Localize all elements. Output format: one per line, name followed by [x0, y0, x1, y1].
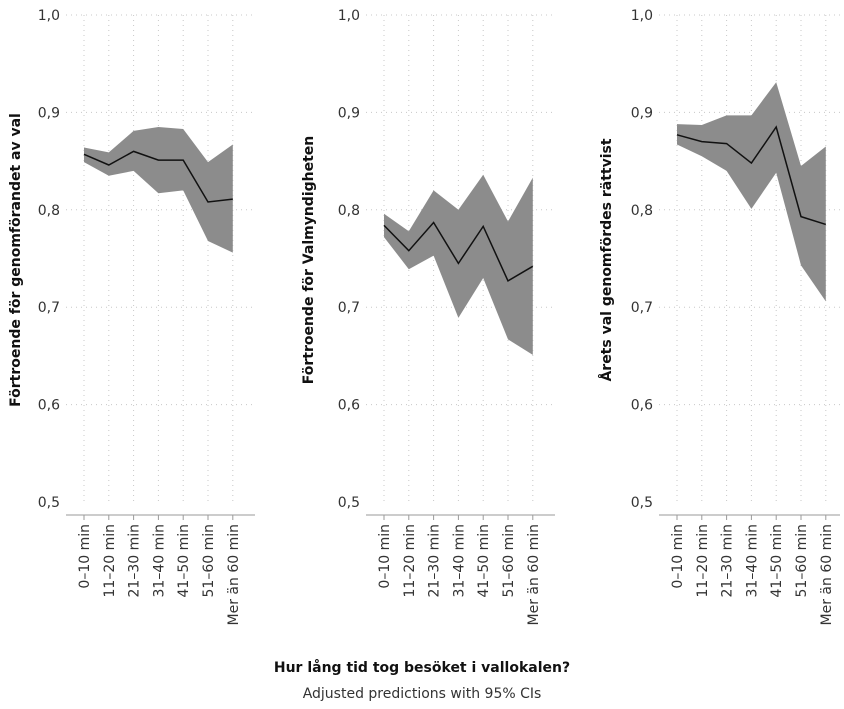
- x-axis-title: Hur lång tid tog besöket i vallokalen?: [273, 660, 571, 676]
- y-tick-label: 0,7: [631, 300, 653, 316]
- y-axis-label: Förtroende för genomförandet av val: [8, 113, 24, 407]
- x-tick-label: 51–60 min: [201, 524, 217, 597]
- y-tick-label: 1,0: [631, 8, 653, 24]
- x-tick-label: 21–30 min: [127, 524, 143, 597]
- x-tick-label: 11–20 min: [102, 524, 118, 597]
- x-tick-label: 31–40 min: [744, 524, 760, 597]
- y-tick-label: 1,0: [338, 8, 360, 24]
- y-axis-label: Årets val genomfördes rättvist: [598, 138, 615, 381]
- y-tick-label: 0,9: [338, 105, 360, 121]
- y-tick-label: 0,6: [38, 398, 60, 414]
- y-axis-label: Förtroende för Valmyndigheten: [301, 136, 317, 385]
- y-tick-label: 0,5: [38, 495, 60, 511]
- chart-panel-1: 0,5 0,6 0,7 0,8 0,9 1,0 0–10 min 11–20 min 21–30…: [8, 8, 255, 625]
- x-tick-label: 31–40 min: [451, 524, 467, 597]
- x-tick-label: 21–30 min: [427, 524, 443, 597]
- y-tick-label: 0,8: [631, 203, 653, 219]
- y-tick-label: 0,5: [338, 495, 360, 511]
- x-tick-label: 41–50 min: [769, 524, 785, 597]
- prediction-line: [676, 125, 827, 226]
- x-tick-label: 11–20 min: [695, 524, 711, 597]
- x-tick-label: Mer än 60 min: [526, 524, 542, 625]
- y-tick-label: 0,6: [631, 398, 653, 414]
- chart-panel-3: 0,5 0,6 0,7 0,8 0,9 1,0 0–10 min 11–20 min 21–30…: [598, 8, 840, 625]
- y-tick-label: 0,9: [38, 105, 60, 121]
- x-tick-label: 41–50 min: [476, 524, 492, 597]
- x-tick-label: 41–50 min: [176, 524, 192, 597]
- y-tick-label: 0,6: [338, 398, 360, 414]
- y-tick-label: 0,8: [38, 203, 60, 219]
- chart-subtitle: Adjusted predictions with 95% CIs: [302, 686, 542, 702]
- prediction-line: [383, 221, 534, 282]
- x-tick-label: 0–10 min: [77, 524, 93, 589]
- y-tick-label: 0,8: [338, 203, 360, 219]
- y-tick-label: 0,9: [631, 105, 653, 121]
- y-tick-label: 0,7: [338, 300, 360, 316]
- confidence-band: [384, 174, 533, 355]
- chart-panel-2: 0,5 0,6 0,7 0,8 0,9 1,0 0–10 min 11–20 min 21–30…: [301, 8, 555, 625]
- x-tick-label: Mer än 60 min: [819, 524, 835, 625]
- x-tick-label: 0–10 min: [670, 524, 686, 589]
- confidence-band: [84, 127, 233, 253]
- x-tick-label: 31–40 min: [151, 524, 167, 597]
- x-tick-label: Mer än 60 min: [226, 524, 242, 625]
- x-tick-label: 51–60 min: [794, 524, 810, 597]
- x-tick-label: 21–30 min: [720, 524, 736, 597]
- x-tick-label: 0–10 min: [377, 524, 393, 589]
- y-tick-label: 0,5: [631, 495, 653, 511]
- x-tick-label: 51–60 min: [501, 524, 517, 597]
- y-tick-label: 0,7: [38, 300, 60, 316]
- y-tick-label: 1,0: [38, 8, 60, 24]
- prediction-line: [83, 150, 233, 203]
- confidence-band: [677, 82, 826, 302]
- x-tick-label: 11–20 min: [402, 524, 418, 597]
